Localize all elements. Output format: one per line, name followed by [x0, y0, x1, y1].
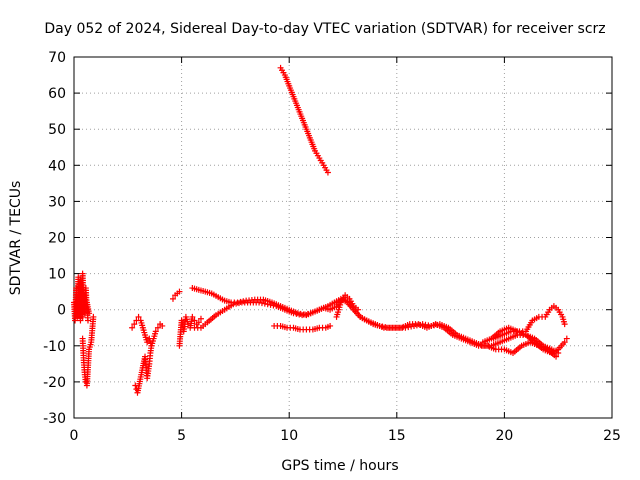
data-point: [191, 317, 198, 324]
data-point: [233, 300, 240, 307]
data-point: [148, 342, 155, 349]
data-point: [324, 169, 331, 176]
data-point: [261, 300, 268, 307]
data-point: [152, 328, 159, 335]
data-point: [270, 302, 277, 309]
y-tick-label: -10: [43, 339, 66, 355]
data-point: [197, 315, 204, 322]
data-point: [553, 353, 560, 360]
data-point: [293, 310, 300, 317]
y-tick-label: -30: [43, 411, 66, 427]
data-point: [189, 313, 196, 320]
data-point: [296, 311, 303, 318]
data-point: [129, 324, 136, 331]
axis-ticks: [73, 56, 613, 419]
grid-lines: [74, 57, 612, 418]
data-point: [154, 324, 161, 331]
x-tick-label: 0: [70, 428, 79, 444]
data-point: [235, 300, 242, 307]
data-point: [144, 339, 151, 346]
data-point: [195, 319, 202, 326]
chart-title: Day 052 of 2024, Sidereal Day-to-day VTE…: [44, 21, 605, 37]
data-point: [84, 317, 91, 324]
data-point: [256, 299, 263, 306]
x-axis-label: GPS time / hours: [281, 458, 398, 474]
x-tick-labels: 0 5 10 15 20 25: [70, 428, 621, 444]
data-point: [561, 321, 568, 328]
y-tick-label: 20: [48, 231, 66, 247]
data-point: [563, 335, 570, 342]
data-point: [90, 313, 97, 320]
data-point: [561, 339, 568, 346]
y-tick-labels: -30 -20 -10 0 10 20 30 40 50 60 70: [43, 50, 66, 427]
data-points: [71, 64, 570, 396]
x-tick-label: 20: [495, 428, 513, 444]
data-point: [169, 295, 176, 302]
data-point: [327, 322, 334, 329]
x-tick-label: 25: [603, 428, 621, 444]
data-point: [82, 378, 89, 385]
data-point: [267, 301, 274, 308]
data-point: [176, 288, 183, 295]
data-point: [299, 312, 306, 319]
data-point: [230, 301, 237, 308]
data-point: [76, 281, 83, 288]
y-tick-label: -20: [43, 375, 66, 391]
y-tick-label: 40: [48, 158, 66, 174]
data-point: [159, 322, 166, 329]
data-point: [264, 301, 271, 308]
y-axis-label: SDTVAR / TECUs: [8, 181, 24, 296]
y-tick-label: 30: [48, 194, 66, 210]
y-tick-label: 60: [48, 86, 66, 102]
x-tick-label: 15: [388, 428, 406, 444]
x-tick-label: 5: [177, 428, 186, 444]
data-point: [131, 321, 138, 328]
data-point: [304, 310, 311, 317]
y-tick-label: 70: [48, 50, 66, 66]
y-tick-label: 10: [48, 267, 66, 283]
data-point: [355, 306, 362, 313]
data-point: [290, 310, 297, 317]
y-tick-label: 50: [48, 122, 66, 138]
y-tick-label: 0: [57, 303, 66, 319]
x-tick-label: 10: [280, 428, 298, 444]
data-point: [301, 311, 308, 318]
data-point: [258, 300, 265, 307]
data-point: [86, 310, 93, 317]
data-point: [135, 313, 142, 320]
